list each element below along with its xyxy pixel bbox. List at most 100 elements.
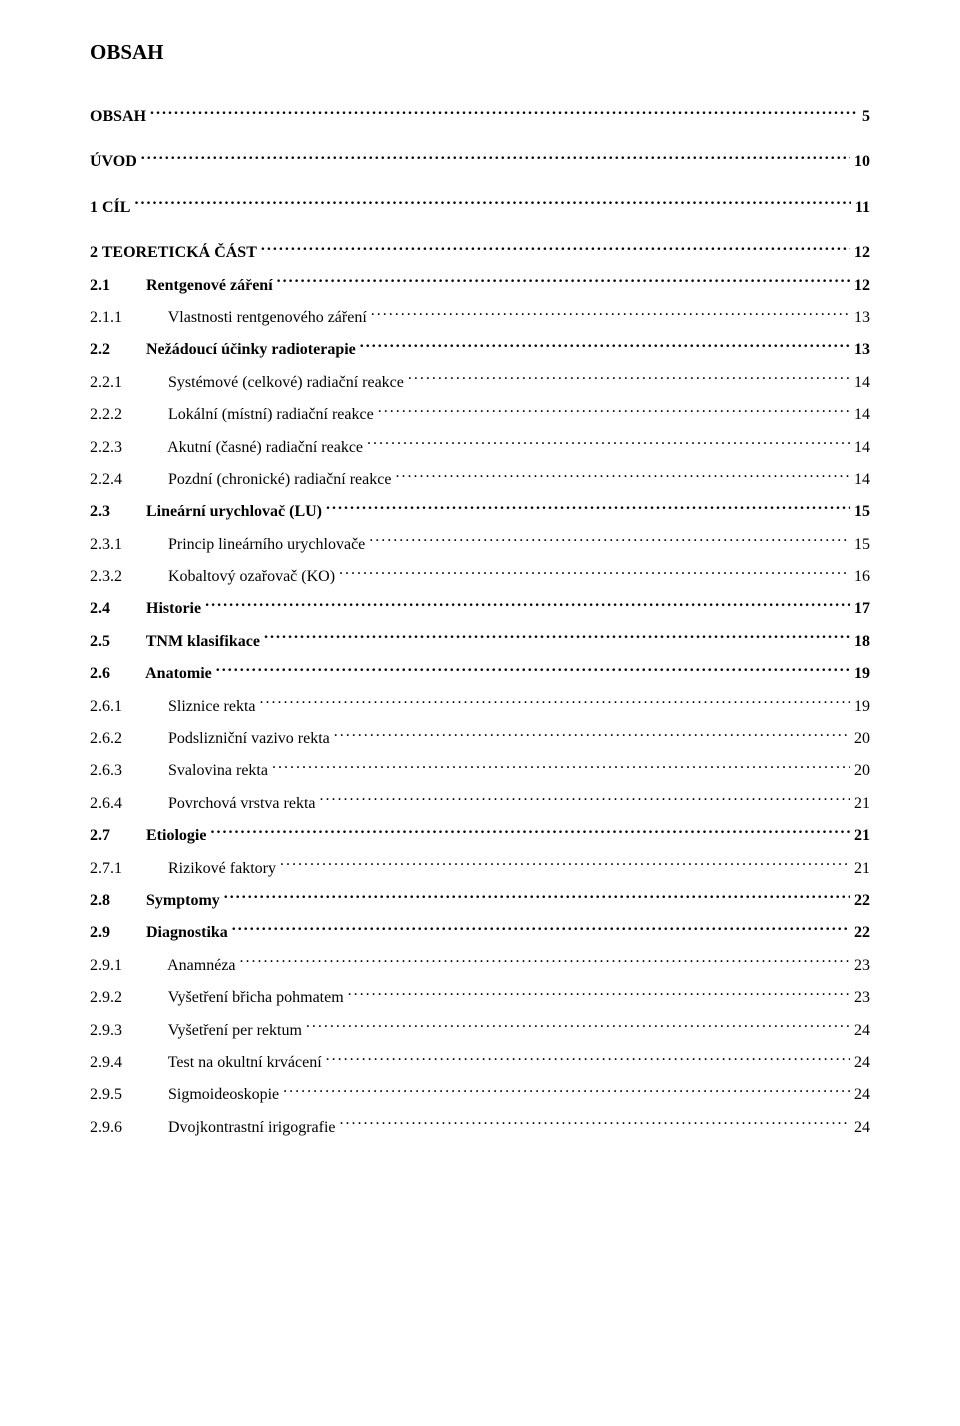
toc-entry-label: 2.9.2 Vyšetření břicha pohmatem bbox=[90, 987, 348, 1009]
toc-entry-page: 20 bbox=[850, 728, 870, 750]
toc-entry-label: 2.9.4 Test na okultní krvácení bbox=[90, 1052, 326, 1074]
toc-entry-text: Systémové (celkové) radiační reakce bbox=[168, 374, 404, 391]
toc-entry: 2.6 Anatomie 19 bbox=[90, 662, 870, 685]
toc-entry-text: Etiologie bbox=[146, 827, 206, 844]
toc-entry-page: 21 bbox=[850, 825, 870, 847]
toc-entry-text: Anamnéza bbox=[167, 957, 235, 974]
toc-entry-text: Dvojkontrastní irigografie bbox=[168, 1119, 336, 1136]
toc-entry: 2.3.2 Kobaltový ozařovač (KO) 16 bbox=[90, 565, 870, 588]
toc-leader-dots bbox=[264, 630, 850, 646]
toc-entry-number: 2.9 bbox=[90, 922, 142, 944]
toc-entry-page: 10 bbox=[850, 151, 870, 173]
toc-entry-number: 2.9.4 bbox=[90, 1052, 164, 1074]
toc-entry: 2.2.1 Systémové (celkové) radiační reakc… bbox=[90, 371, 870, 394]
toc-entry: 2.3.1 Princip lineárního urychlovače 15 bbox=[90, 533, 870, 556]
toc-entry-number: 2.3.2 bbox=[90, 566, 164, 588]
toc-entry-text: TEORETICKÁ ČÁST bbox=[102, 244, 257, 261]
toc-entry-page: 19 bbox=[850, 696, 870, 718]
toc-entry-label: OBSAH bbox=[90, 106, 150, 128]
toc-entry-text: Sliznice rekta bbox=[168, 698, 256, 715]
toc-entry-label: ÚVOD bbox=[90, 151, 141, 173]
toc-entry-label: 2.7 Etiologie bbox=[90, 825, 210, 847]
toc-entry-text: OBSAH bbox=[90, 108, 146, 125]
toc-entry: 2.9.5 Sigmoideoskopie 24 bbox=[90, 1083, 870, 1106]
toc-entry-page: 12 bbox=[850, 242, 870, 264]
toc-entry-label: 2.1 Rentgenové záření bbox=[90, 275, 277, 297]
toc-entry-number: 1 bbox=[90, 197, 98, 219]
toc-entry-page: 24 bbox=[850, 1117, 870, 1139]
toc-leader-dots bbox=[360, 338, 850, 354]
toc-entry-label: 1 CÍL bbox=[90, 197, 134, 219]
toc-entry: 2.9.6 Dvojkontrastní irigografie 24 bbox=[90, 1116, 870, 1139]
toc-entry-page: 18 bbox=[850, 631, 870, 653]
toc-entry-number: 2.6 bbox=[90, 663, 142, 685]
toc-entry-number: 2.2 bbox=[90, 339, 142, 361]
toc-entry-label: 2.2.3 Akutní (časné) radiační reakce bbox=[90, 437, 367, 459]
toc-entry-text: Historie bbox=[146, 600, 201, 617]
toc-entry: 2.6.2 Podslizniční vazivo rekta 20 bbox=[90, 727, 870, 750]
toc-entry-label: 2.6.3 Svalovina rekta bbox=[90, 760, 272, 782]
toc-entry-page: 21 bbox=[850, 858, 870, 880]
toc-entry: 2.2 Nežádoucí účinky radioterapie 13 bbox=[90, 338, 870, 361]
toc-entry: 2.2.3 Akutní (časné) radiační reakce 14 bbox=[90, 436, 870, 459]
toc-entry-label: 2.2.4 Pozdní (chronické) radiační reakce bbox=[90, 469, 395, 491]
toc-entry-label: 2.9.3 Vyšetření per rektum bbox=[90, 1020, 306, 1042]
toc-entry-text: Princip lineárního urychlovače bbox=[168, 536, 365, 553]
table-of-contents: OBSAH 5 ÚVOD 10 1 CÍL 11 2 TEORETICKÁ ČÁST … bbox=[90, 105, 870, 1139]
toc-entry-number: 2.1.1 bbox=[90, 307, 164, 329]
toc-entry-text: Anatomie bbox=[145, 665, 212, 682]
toc-entry-text: Pozdní (chronické) radiační reakce bbox=[168, 471, 391, 488]
toc-entry-text: Diagnostika bbox=[146, 924, 228, 941]
toc-entry: 2.2.2 Lokální (místní) radiační reakce 1… bbox=[90, 403, 870, 426]
toc-entry-page: 14 bbox=[850, 404, 870, 426]
toc-entry-number: 2 bbox=[90, 242, 98, 264]
toc-entry: 2.9.1 Anamnéza 23 bbox=[90, 954, 870, 977]
toc-leader-dots bbox=[334, 727, 850, 743]
toc-entry-page: 13 bbox=[850, 307, 870, 329]
toc-entry: OBSAH 5 bbox=[90, 105, 870, 128]
page-title: OBSAH bbox=[90, 40, 870, 65]
toc-entry-label: 2.2.1 Systémové (celkové) radiační reakc… bbox=[90, 372, 408, 394]
toc-leader-dots bbox=[283, 1083, 850, 1099]
toc-entry: 2.6.4 Povrchová vrstva rekta 21 bbox=[90, 792, 870, 815]
toc-entry-label: 2.9.6 Dvojkontrastní irigografie bbox=[90, 1117, 340, 1139]
toc-entry-text: Vyšetření břicha pohmatem bbox=[168, 989, 344, 1006]
toc-entry-label: 2.6 Anatomie bbox=[90, 663, 216, 685]
toc-entry-text: Svalovina rekta bbox=[168, 762, 268, 779]
toc-entry-number: 2.6.1 bbox=[90, 696, 164, 718]
toc-entry-text: Nežádoucí účinky radioterapie bbox=[146, 341, 356, 358]
toc-entry-page: 13 bbox=[850, 339, 870, 361]
toc-entry-label: 2.3.2 Kobaltový ozařovač (KO) bbox=[90, 566, 339, 588]
toc-entry-text: Kobaltový ozařovač (KO) bbox=[168, 568, 335, 585]
toc-entry-page: 17 bbox=[850, 598, 870, 620]
toc-entry-number: 2.4 bbox=[90, 598, 142, 620]
toc-entry-page: 22 bbox=[850, 922, 870, 944]
toc-leader-dots bbox=[340, 1116, 850, 1132]
toc-entry-page: 24 bbox=[850, 1084, 870, 1106]
toc-entry-number: 2.9.5 bbox=[90, 1084, 164, 1106]
toc-entry-number: 2.2.3 bbox=[90, 437, 164, 459]
toc-entry: 2.7.1 Rizikové faktory 21 bbox=[90, 857, 870, 880]
toc-entry-text: Sigmoideoskopie bbox=[168, 1086, 279, 1103]
toc-entry-number: 2.2.4 bbox=[90, 469, 164, 491]
toc-entry: 2 TEORETICKÁ ČÁST 12 bbox=[90, 241, 870, 264]
toc-entry-label: 2.6.1 Sliznice rekta bbox=[90, 696, 260, 718]
toc-entry-text: Rizikové faktory bbox=[168, 860, 276, 877]
toc-entry-number: 2.9.3 bbox=[90, 1020, 164, 1042]
toc-entry-page: 19 bbox=[850, 663, 870, 685]
toc-entry-text: Vlastnosti rentgenového záření bbox=[168, 309, 367, 326]
toc-entry-number: 2.3.1 bbox=[90, 534, 164, 556]
toc-leader-dots bbox=[150, 105, 858, 121]
toc-entry-label: 2.9 Diagnostika bbox=[90, 922, 232, 944]
toc-entry-text: Rentgenové záření bbox=[146, 277, 273, 294]
toc-entry-page: 23 bbox=[850, 987, 870, 1009]
toc-entry: 2.9.4 Test na okultní krvácení 24 bbox=[90, 1051, 870, 1074]
toc-entry-page: 16 bbox=[850, 566, 870, 588]
toc-entry: 2.6.1 Sliznice rekta 19 bbox=[90, 695, 870, 718]
toc-leader-dots bbox=[348, 986, 850, 1002]
toc-leader-dots bbox=[272, 759, 850, 775]
toc-leader-dots bbox=[395, 468, 850, 484]
toc-entry-text: Lokální (místní) radiační reakce bbox=[168, 406, 374, 423]
toc-entry: 1 CÍL 11 bbox=[90, 196, 870, 219]
toc-entry-page: 15 bbox=[850, 534, 870, 556]
